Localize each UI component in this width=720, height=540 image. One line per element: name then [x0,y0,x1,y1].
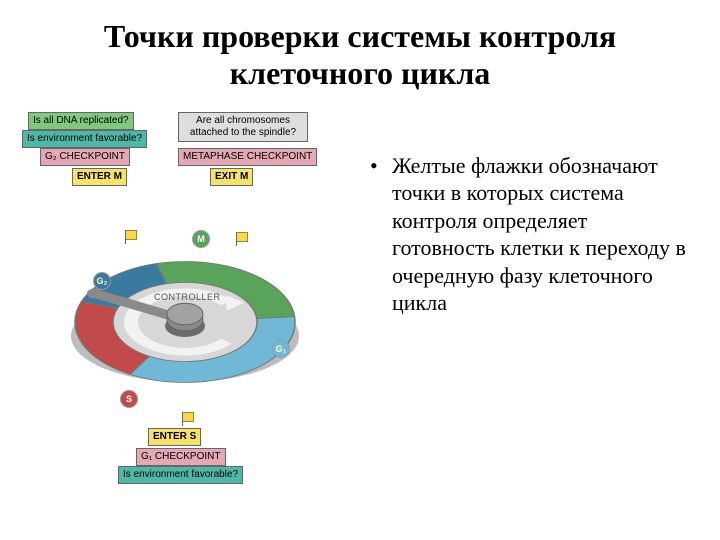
content-row: Is all DNA replicated? Is environment fa… [0,102,720,472]
phase-g1: G₁ [272,340,290,358]
checkpoint-flag-1 [125,230,135,244]
label-chromosomes-attached: Are all chromosomes attached to the spin… [178,112,308,142]
label-g2-checkpoint: G₂ CHECKPOINT [40,148,130,166]
label-metaphase-checkpoint: METAPHASE CHECKPOINT [178,148,317,166]
label-enter-s: ENTER S [148,428,201,446]
label-exit-m: EXIT M [210,168,253,186]
page-title: Точки проверки системы контроля клеточно… [0,0,720,102]
label-controller: CONTROLLER [154,292,221,302]
label-g1-checkpoint: G₁ CHECKPOINT [136,448,226,466]
label-env-favorable-2: Is environment favorable? [118,466,243,484]
label-enter-m: ENTER M [72,168,127,186]
cell-cycle-diagram: Is all DNA replicated? Is environment fa… [20,112,350,472]
checkpoint-flag-3 [182,412,192,426]
phase-s: S [120,390,138,408]
label-dna-replicated: Is all DNA replicated? [28,112,134,130]
phase-m: M [192,230,210,248]
bullet-block: Желтые флажки обозначают точки в которых… [350,112,700,472]
label-env-favorable-1: Is environment favorable? [22,130,147,148]
checkpoint-flag-2 [236,232,246,246]
phase-g2: G₂ [93,272,111,290]
bullet-text: Желтые флажки обозначают точки в которых… [370,152,690,317]
